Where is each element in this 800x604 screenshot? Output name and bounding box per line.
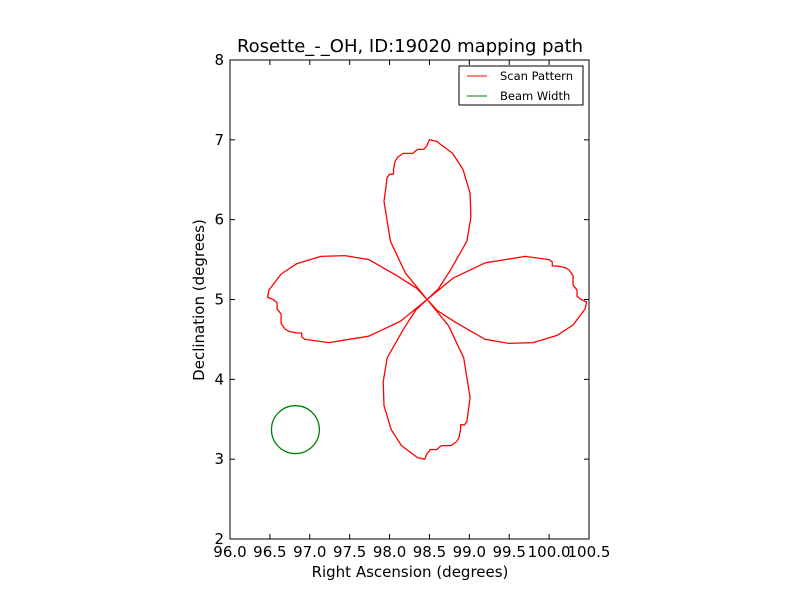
y-tick-label: 8 xyxy=(214,51,224,69)
x-tick-label: 99.5 xyxy=(493,543,526,561)
x-tick-label: 100.5 xyxy=(568,543,611,561)
x-tick-label: 96.0 xyxy=(213,543,246,561)
legend: Scan Pattern Beam Width xyxy=(458,65,584,106)
y-tick-label: 5 xyxy=(214,291,224,309)
y-tick-label: 6 xyxy=(214,211,224,229)
y-tick-label: 2 xyxy=(214,530,224,548)
x-tick-label: 98.0 xyxy=(373,543,406,561)
legend-label-scan-pattern: Scan Pattern xyxy=(500,69,573,83)
legend-label-beam-width: Beam Width xyxy=(500,89,570,103)
x-tick-label: 97.5 xyxy=(333,543,366,561)
y-tick-label: 4 xyxy=(214,370,224,388)
x-tick-label: 96.5 xyxy=(253,543,286,561)
y-tick-label: 7 xyxy=(214,131,224,149)
scan-pattern-line xyxy=(266,139,588,460)
y-tick-label: 3 xyxy=(214,450,224,468)
x-tick-label: 98.5 xyxy=(413,543,446,561)
legend-frame xyxy=(458,65,584,106)
x-tick-label: 97.0 xyxy=(293,543,326,561)
x-tick-label: 99.0 xyxy=(453,543,486,561)
plot-area: 96.0 96.5 97.0 97.5 98.0 98.5 99.0 99.5 100.0100… xyxy=(213,51,610,561)
beam-width-circle xyxy=(270,405,321,455)
x-tick-label: 100.0 xyxy=(528,543,571,561)
chart-title: Rosette_-_OH, ID:19020 mapping path xyxy=(237,36,583,57)
x-axis-label: Right Ascension (degrees) xyxy=(312,563,509,581)
y-axis-label: Declination (degrees) xyxy=(190,219,208,381)
